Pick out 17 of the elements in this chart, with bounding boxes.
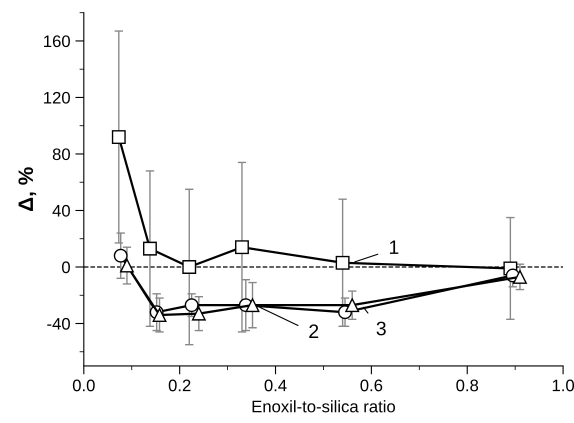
x-tick-label: 0.2	[168, 380, 190, 392]
y-tick-label: 80	[52, 148, 70, 160]
y-tick-label: 0	[62, 261, 70, 274]
x-tick-label: 1.0	[552, 380, 574, 392]
x-tick-label: 0.0	[72, 380, 95, 392]
y-tick-label: 120	[44, 92, 70, 104]
series-label: 3	[376, 322, 386, 336]
x-tick-label: 0.8	[456, 380, 478, 392]
series-label: 2	[309, 324, 318, 338]
y-tick-label: 40	[52, 204, 70, 217]
x-axis-title: Enoxil-to-silica ratio	[252, 400, 395, 412]
y-tick-label: -40	[47, 318, 70, 330]
x-tick-label: 0.6	[360, 380, 382, 392]
y-axis-title: Δ, %	[18, 167, 36, 211]
x-tick-label: 0.4	[264, 380, 287, 392]
legend-label: 1	[390, 240, 398, 254]
y-tick-label: 160	[44, 35, 70, 48]
